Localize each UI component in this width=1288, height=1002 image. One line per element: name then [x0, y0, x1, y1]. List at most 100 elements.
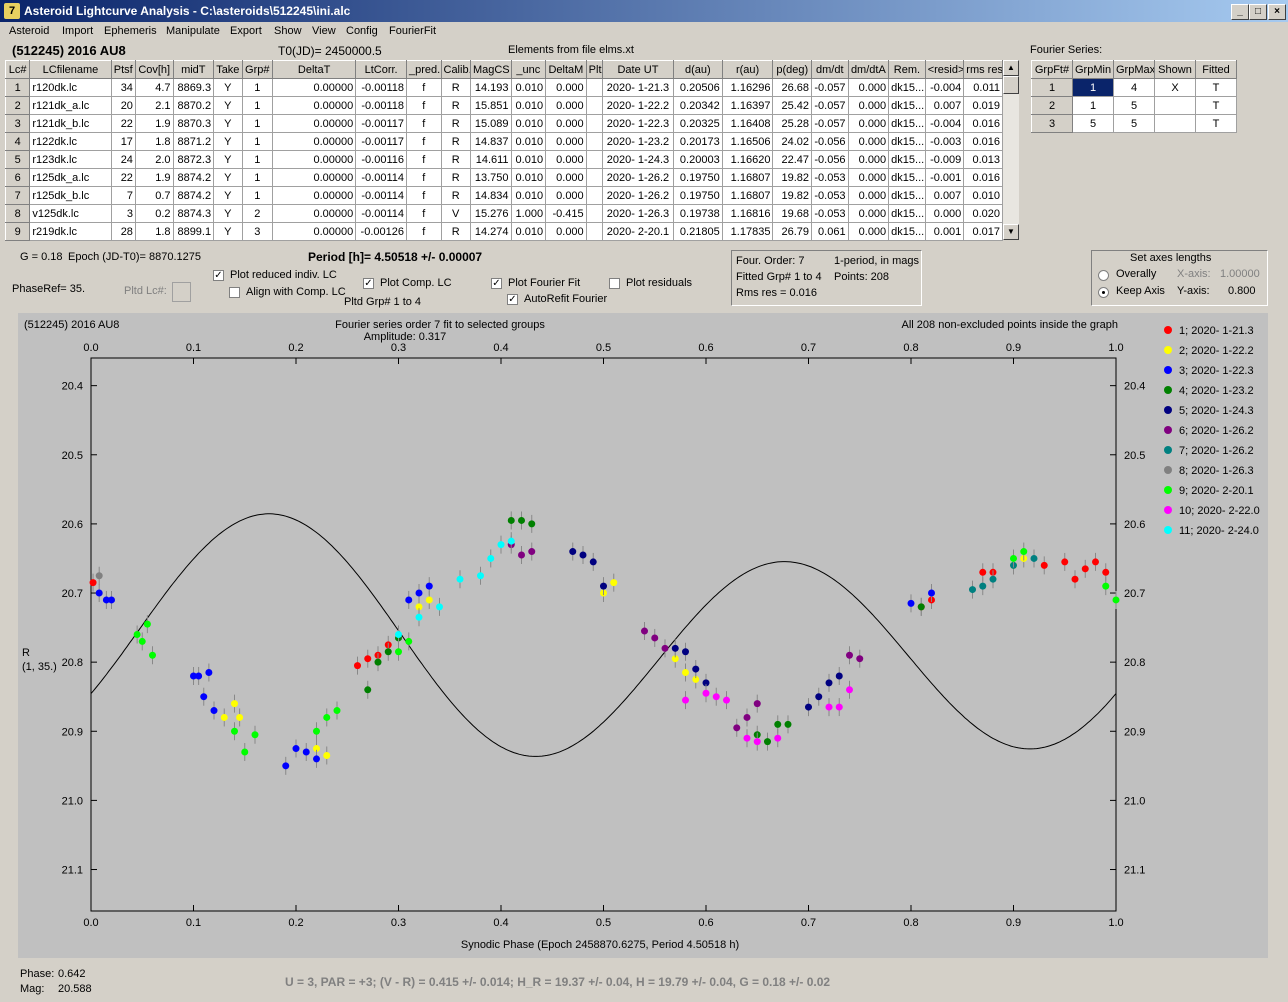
lc-col-header[interactable]: <resid> — [924, 60, 965, 79]
lc-cell[interactable]: dk15... — [888, 114, 926, 133]
lc-cell[interactable]: r122dk.lc — [29, 132, 112, 151]
lc-cell[interactable]: 22.47 — [772, 150, 813, 169]
lc-cell[interactable]: 15.089 — [469, 114, 512, 133]
lc-cell[interactable]: -0.00118 — [355, 78, 407, 97]
lc-cell[interactable]: 0.19738 — [672, 204, 723, 223]
lc-cell[interactable]: 0.000 — [847, 96, 890, 115]
lc-col-header[interactable]: Take — [213, 60, 243, 79]
lc-cell[interactable]: 1.000 — [510, 204, 547, 223]
lc-col-header[interactable]: _pred. — [405, 60, 442, 79]
lc-cell[interactable]: -0.004 — [924, 78, 965, 97]
lc-cell[interactable]: 26.79 — [772, 222, 813, 241]
lc-cell[interactable]: dk15... — [888, 150, 926, 169]
lc-cell[interactable]: 7 — [4, 186, 31, 205]
lc-cell[interactable]: 2020- 1-22.3 — [601, 114, 674, 133]
lc-cell[interactable]: 26.68 — [772, 78, 813, 97]
menu-ephemeris[interactable]: Ephemeris — [104, 25, 157, 37]
fourier-col-header[interactable]: Fitted — [1195, 60, 1237, 79]
lc-col-header[interactable]: Date UT — [601, 60, 674, 79]
lc-col-header[interactable]: Rem. — [888, 60, 926, 79]
table-row[interactable]: 9 r219dk.lc 28 1.8 8899.1 Y 3 0.00000 -0.00126 f R… — [4, 222, 1003, 241]
minimize-button[interactable]: _ — [1231, 4, 1249, 20]
plot-reduced-checkbox[interactable]: ✓ — [213, 270, 224, 281]
lc-cell[interactable]: 0.010 — [510, 150, 547, 169]
lc-cell[interactable]: Y — [213, 186, 243, 205]
menu-fourierfit[interactable]: FourierFit — [389, 25, 437, 37]
lc-cell[interactable]: 2020- 1-24.3 — [601, 150, 674, 169]
lc-cell[interactable]: f — [405, 204, 442, 223]
lc-cell[interactable]: 0.011 — [963, 78, 1003, 97]
lightcurve-plot[interactable]: (512245) 2016 AU8 Fourier series order 7… — [18, 313, 1268, 958]
lc-col-header[interactable]: Lc# — [4, 60, 31, 79]
lc-cell[interactable]: Y — [213, 204, 243, 223]
lc-cell[interactable]: 5 — [4, 150, 31, 169]
lc-cell[interactable]: -0.00118 — [355, 96, 407, 115]
lc-cell[interactable]: 1.9 — [134, 114, 174, 133]
lc-cell[interactable]: 2020- 1-26.2 — [601, 186, 674, 205]
lc-cell[interactable]: 0.016 — [963, 132, 1003, 151]
menu-show[interactable]: Show — [274, 25, 302, 37]
lc-cell[interactable]: dk15... — [888, 204, 926, 223]
lc-cell[interactable]: 3 — [241, 222, 273, 241]
lc-cell[interactable]: 22 — [110, 114, 136, 133]
lc-cell[interactable]: 8899.1 — [172, 222, 215, 241]
lc-cell[interactable]: Y — [213, 222, 243, 241]
lc-cell[interactable]: -0.00114 — [355, 186, 407, 205]
lc-cell[interactable]: -0.057 — [811, 78, 849, 97]
app-icon[interactable]: 7 — [4, 3, 20, 19]
lc-cell[interactable]: 14.611 — [469, 150, 512, 169]
lc-cell[interactable]: 1 — [241, 78, 273, 97]
lc-cell[interactable]: -0.057 — [811, 114, 849, 133]
lc-cell[interactable]: f — [405, 132, 442, 151]
lc-cell[interactable]: -0.004 — [924, 114, 965, 133]
lc-cell[interactable]: -0.056 — [811, 132, 849, 151]
fourier-cell[interactable]: 1 — [1072, 78, 1114, 97]
keep-axis-radio[interactable] — [1098, 287, 1109, 298]
fourier-cell[interactable]: T — [1195, 78, 1237, 97]
lc-cell[interactable]: 0.19750 — [672, 186, 723, 205]
lc-cell[interactable]: 1.16397 — [721, 96, 774, 115]
lc-cell[interactable]: 8869.3 — [172, 78, 215, 97]
lc-cell[interactable]: -0.009 — [924, 150, 965, 169]
lc-cell[interactable]: 6 — [4, 168, 31, 187]
lc-cell[interactable]: r121dk_b.lc — [29, 114, 112, 133]
lc-cell[interactable]: 8874.2 — [172, 186, 215, 205]
fourier-cell[interactable]: 5 — [1113, 114, 1155, 133]
lc-cell[interactable]: r219dk.lc — [29, 222, 112, 241]
lc-cell[interactable]: r125dk_b.lc — [29, 186, 112, 205]
lc-cell[interactable]: 0.00000 — [271, 204, 357, 223]
lc-cell[interactable]: dk15... — [888, 132, 926, 151]
lc-cell[interactable]: Y — [213, 132, 243, 151]
lc-cell[interactable]: r121dk_a.lc — [29, 96, 112, 115]
lc-cell[interactable]: 22 — [110, 168, 136, 187]
lc-cell[interactable]: v125dk.lc — [29, 204, 112, 223]
table-row[interactable]: 6 r125dk_a.lc 22 1.9 8874.2 Y 1 0.00000 -0.00114… — [4, 168, 1003, 187]
lc-cell[interactable]: 0.20342 — [672, 96, 723, 115]
lc-cell[interactable]: f — [405, 78, 442, 97]
lc-cell[interactable]: 0.010 — [510, 186, 547, 205]
lc-cell[interactable]: 24.02 — [772, 132, 813, 151]
lc-col-header[interactable]: LCfilename — [29, 60, 112, 79]
lc-cell[interactable]: 1 — [241, 150, 273, 169]
lc-col-header[interactable]: dm/dt — [811, 60, 849, 79]
lc-cell[interactable]: 28 — [110, 222, 136, 241]
lc-cell[interactable]: 0.000 — [847, 132, 890, 151]
lc-cell[interactable]: 2020- 1-23.2 — [601, 132, 674, 151]
lc-cell[interactable]: 24 — [110, 150, 136, 169]
lc-cell[interactable]: 0.019 — [963, 96, 1003, 115]
lc-cell[interactable]: Y — [213, 114, 243, 133]
lc-cell[interactable]: 8 — [4, 204, 31, 223]
lc-cell[interactable]: 0.000 — [847, 114, 890, 133]
fourier-col-header[interactable]: GrpMax — [1113, 60, 1155, 79]
lc-cell[interactable]: 0.000 — [847, 204, 890, 223]
lc-cell[interactable]: 7 — [110, 186, 136, 205]
lc-cell[interactable]: 0.000 — [545, 222, 587, 241]
lc-cell[interactable]: 8872.3 — [172, 150, 215, 169]
lc-cell[interactable] — [585, 78, 603, 97]
lc-cell[interactable]: 0.000 — [545, 186, 587, 205]
plot-residuals-checkbox[interactable] — [609, 278, 620, 289]
lc-cell[interactable]: 1.16620 — [721, 150, 774, 169]
lc-cell[interactable]: 0.016 — [963, 168, 1003, 187]
lc-cell[interactable]: 8871.2 — [172, 132, 215, 151]
lc-cell[interactable]: Y — [213, 150, 243, 169]
